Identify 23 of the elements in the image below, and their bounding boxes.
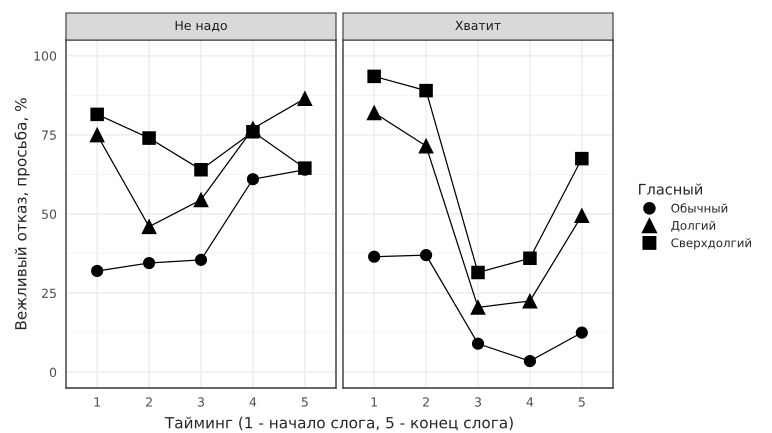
y-tick-label: 50 xyxy=(42,209,56,219)
x-tick-label: 3 xyxy=(474,397,481,407)
y-tick-label: 0 xyxy=(50,368,56,378)
x-tick-label: 2 xyxy=(146,397,152,407)
x-tick-label: 4 xyxy=(526,397,534,407)
x-axis-title: Тайминг (1 - начало слога, 5 - конец слога) xyxy=(164,416,513,430)
legend-label: Долгий xyxy=(671,220,716,232)
x-tick-label: 5 xyxy=(302,397,308,407)
x-tick-label: 1 xyxy=(94,397,100,407)
legend-label: Обычный xyxy=(671,203,728,213)
legend-title: Гласный xyxy=(639,184,702,195)
x-tick-label: 3 xyxy=(198,397,204,407)
legend-label: Сверхдолгий xyxy=(671,238,752,250)
x-tick-label: 1 xyxy=(372,397,377,407)
chart-title: Не надо xyxy=(176,20,227,32)
x-tick-label: 2 xyxy=(423,397,429,407)
y-tick-label: 100 xyxy=(34,51,56,61)
y-axis-title: Вежливый отказ, просьба, % xyxy=(14,98,30,330)
y-tick-label: 75 xyxy=(42,130,56,140)
x-tick-label: 4 xyxy=(250,397,256,407)
y-tick-label: 25 xyxy=(42,288,56,298)
chart-title: Хватит xyxy=(455,20,501,30)
x-tick-label: 5 xyxy=(578,397,585,407)
